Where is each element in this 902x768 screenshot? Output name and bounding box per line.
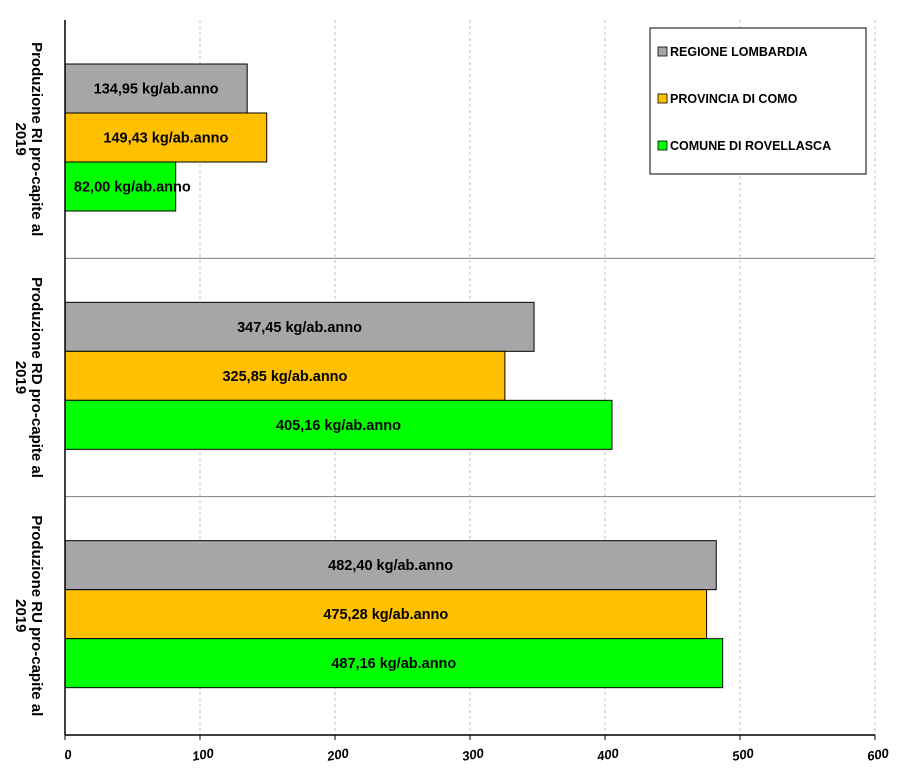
data-label: 134,95 kg/ab.anno — [94, 82, 219, 98]
category-label-line: 2019 — [12, 122, 29, 155]
bars: 134,95 kg/ab.anno 149,43 kg/ab.anno 82,00 … — [64, 63, 724, 689]
bar — [64, 638, 724, 689]
legend-item: PROVINCIA DI COMO — [670, 92, 798, 106]
category-label-line: Produzione RI pro-capite al — [28, 42, 45, 236]
legend-box — [649, 27, 867, 175]
category-label-line: Produzione RD pro-capite al — [28, 277, 45, 478]
legend-item: COMUNE DI ROVELLASCA — [670, 139, 831, 153]
category-dividers — [65, 257, 875, 498]
x-tick-label: 300 — [461, 745, 486, 764]
legend-item: REGIONE LOMBARDIA — [670, 45, 808, 59]
data-label: 487,16 kg/ab.anno — [331, 656, 456, 672]
legend: REGIONE LOMBARDIA PROVINCIA DI COMO COMUNE… — [649, 27, 867, 175]
x-tick-label: 400 — [595, 745, 621, 764]
x-tick-labels: 0 100 200 300 400 500 600 — [63, 745, 891, 764]
data-label: 325,85 kg/ab.anno — [222, 369, 347, 385]
x-tick-label: 600 — [866, 745, 891, 764]
category-label-line: 2019 — [12, 599, 29, 632]
x-tick-label: 500 — [731, 745, 756, 764]
category-labels: Produzione RI pro-capite al2019Produzion… — [12, 42, 45, 716]
axes — [64, 20, 876, 740]
category-label-line: 2019 — [12, 361, 29, 394]
category-label-line: Produzione RU pro-capite al — [28, 515, 45, 716]
data-label: 405,16 kg/ab.anno — [276, 418, 401, 434]
legend-swatch — [657, 140, 668, 151]
x-tick-label: 100 — [191, 745, 216, 764]
data-label: 149,43 kg/ab.anno — [103, 131, 228, 147]
data-label: 482,40 kg/ab.anno — [328, 558, 453, 574]
data-label: 347,45 kg/ab.anno — [237, 320, 362, 336]
legend-swatch — [657, 93, 668, 104]
bar — [64, 301, 535, 352]
bar — [64, 63, 248, 114]
bar — [64, 540, 717, 591]
bar — [64, 589, 708, 640]
x-tick-label: 200 — [325, 745, 351, 764]
bar — [64, 161, 177, 212]
legend-swatch — [657, 46, 668, 57]
x-tick-label: 0 — [63, 746, 73, 762]
data-label: 82,00 kg/ab.anno — [74, 180, 191, 196]
data-label: 475,28 kg/ab.anno — [323, 607, 448, 623]
